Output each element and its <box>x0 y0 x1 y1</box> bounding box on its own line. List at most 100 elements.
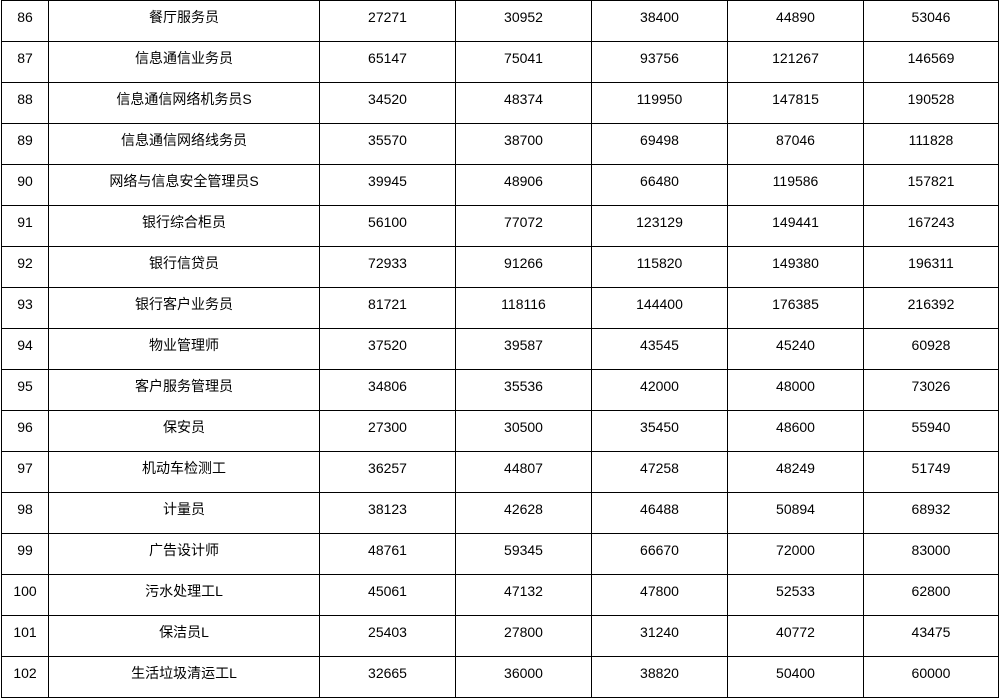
row-number-cell: 95 <box>1 369 49 411</box>
occupation-cell: 广告设计师 <box>48 533 320 575</box>
row-number-cell: 100 <box>1 574 49 616</box>
value-cell-4: 40772 <box>727 615 864 657</box>
value-cell-3: 69498 <box>591 123 728 165</box>
table-row: 86 餐厅服务员 27271 30952 38400 44890 53046 <box>1 0 999 42</box>
value-cell-3: 93756 <box>591 41 728 83</box>
table-row: 90 网络与信息安全管理员S 39945 48906 66480 119586 157821 <box>1 164 999 206</box>
row-number-cell: 97 <box>1 451 49 493</box>
value-cell-1: 25403 <box>319 615 456 657</box>
occupation-cell: 信息通信业务员 <box>48 41 320 83</box>
value-cell-1: 35570 <box>319 123 456 165</box>
value-cell-5: 53046 <box>863 0 999 42</box>
value-cell-4: 149441 <box>727 205 864 247</box>
value-cell-3: 66480 <box>591 164 728 206</box>
value-cell-5: 60000 <box>863 656 999 698</box>
value-cell-5: 167243 <box>863 205 999 247</box>
row-number-cell: 99 <box>1 533 49 575</box>
value-cell-1: 32665 <box>319 656 456 698</box>
row-number-cell: 89 <box>1 123 49 165</box>
row-number-cell: 90 <box>1 164 49 206</box>
value-cell-3: 38820 <box>591 656 728 698</box>
value-cell-4: 149380 <box>727 246 864 288</box>
value-cell-4: 87046 <box>727 123 864 165</box>
value-cell-5: 51749 <box>863 451 999 493</box>
occupation-cell: 信息通信网络线务员 <box>48 123 320 165</box>
occupation-cell: 银行信贷员 <box>48 246 320 288</box>
value-cell-2: 44807 <box>455 451 592 493</box>
occupation-cell: 物业管理师 <box>48 328 320 370</box>
value-cell-3: 119950 <box>591 82 728 124</box>
row-number-cell: 93 <box>1 287 49 329</box>
value-cell-4: 176385 <box>727 287 864 329</box>
row-number-cell: 91 <box>1 205 49 247</box>
value-cell-1: 56100 <box>319 205 456 247</box>
occupation-cell: 生活垃圾清运工L <box>48 656 320 698</box>
occupation-cell: 信息通信网络机务员S <box>48 82 320 124</box>
value-cell-5: 60928 <box>863 328 999 370</box>
value-cell-2: 91266 <box>455 246 592 288</box>
row-number-cell: 96 <box>1 410 49 452</box>
value-cell-2: 42628 <box>455 492 592 534</box>
table-row: 87 信息通信业务员 65147 75041 93756 121267 146569 <box>1 41 999 83</box>
value-cell-5: 146569 <box>863 41 999 83</box>
value-cell-3: 42000 <box>591 369 728 411</box>
row-number-cell: 94 <box>1 328 49 370</box>
value-cell-3: 43545 <box>591 328 728 370</box>
value-cell-5: 68932 <box>863 492 999 534</box>
value-cell-5: 111828 <box>863 123 999 165</box>
value-cell-4: 48000 <box>727 369 864 411</box>
value-cell-1: 36257 <box>319 451 456 493</box>
row-number-cell: 88 <box>1 82 49 124</box>
occupation-cell: 保洁员L <box>48 615 320 657</box>
value-cell-1: 27271 <box>319 0 456 42</box>
occupation-cell: 客户服务管理员 <box>48 369 320 411</box>
table-row: 94 物业管理师 37520 39587 43545 45240 60928 <box>1 328 999 370</box>
value-cell-3: 66670 <box>591 533 728 575</box>
occupation-cell: 网络与信息安全管理员S <box>48 164 320 206</box>
value-cell-4: 48600 <box>727 410 864 452</box>
value-cell-4: 48249 <box>727 451 864 493</box>
value-cell-1: 72933 <box>319 246 456 288</box>
value-cell-5: 196311 <box>863 246 999 288</box>
table-row: 98 计量员 38123 42628 46488 50894 68932 <box>1 492 999 534</box>
table-row: 92 银行信贷员 72933 91266 115820 149380 196311 <box>1 246 999 288</box>
value-cell-5: 216392 <box>863 287 999 329</box>
value-cell-2: 75041 <box>455 41 592 83</box>
value-cell-3: 47800 <box>591 574 728 616</box>
value-cell-3: 115820 <box>591 246 728 288</box>
occupation-cell: 计量员 <box>48 492 320 534</box>
value-cell-1: 65147 <box>319 41 456 83</box>
table-row: 97 机动车检测工 36257 44807 47258 48249 51749 <box>1 451 999 493</box>
value-cell-2: 48906 <box>455 164 592 206</box>
value-cell-5: 55940 <box>863 410 999 452</box>
value-cell-2: 30500 <box>455 410 592 452</box>
table-row: 102 生活垃圾清运工L 32665 36000 38820 50400 60000 <box>1 656 999 698</box>
value-cell-4: 50894 <box>727 492 864 534</box>
value-cell-2: 27800 <box>455 615 592 657</box>
value-cell-1: 34520 <box>319 82 456 124</box>
value-cell-4: 45240 <box>727 328 864 370</box>
value-cell-2: 30952 <box>455 0 592 42</box>
occupation-cell: 保安员 <box>48 410 320 452</box>
table-row: 88 信息通信网络机务员S 34520 48374 119950 147815 190528 <box>1 82 999 124</box>
table-row: 96 保安员 27300 30500 35450 48600 55940 <box>1 410 999 452</box>
table-row: 95 客户服务管理员 34806 35536 42000 48000 73026 <box>1 369 999 411</box>
value-cell-4: 119586 <box>727 164 864 206</box>
table-row: 101 保洁员L 25403 27800 31240 40772 43475 <box>1 615 999 657</box>
value-cell-4: 147815 <box>727 82 864 124</box>
value-cell-3: 47258 <box>591 451 728 493</box>
value-cell-4: 50400 <box>727 656 864 698</box>
value-cell-1: 34806 <box>319 369 456 411</box>
value-cell-2: 35536 <box>455 369 592 411</box>
table-row: 99 广告设计师 48761 59345 66670 72000 83000 <box>1 533 999 575</box>
value-cell-1: 37520 <box>319 328 456 370</box>
value-cell-5: 83000 <box>863 533 999 575</box>
value-cell-3: 35450 <box>591 410 728 452</box>
table-row: 100 污水处理工L 45061 47132 47800 52533 62800 <box>1 574 999 616</box>
value-cell-3: 123129 <box>591 205 728 247</box>
value-cell-5: 43475 <box>863 615 999 657</box>
row-number-cell: 102 <box>1 656 49 698</box>
value-cell-4: 44890 <box>727 0 864 42</box>
value-cell-1: 38123 <box>319 492 456 534</box>
